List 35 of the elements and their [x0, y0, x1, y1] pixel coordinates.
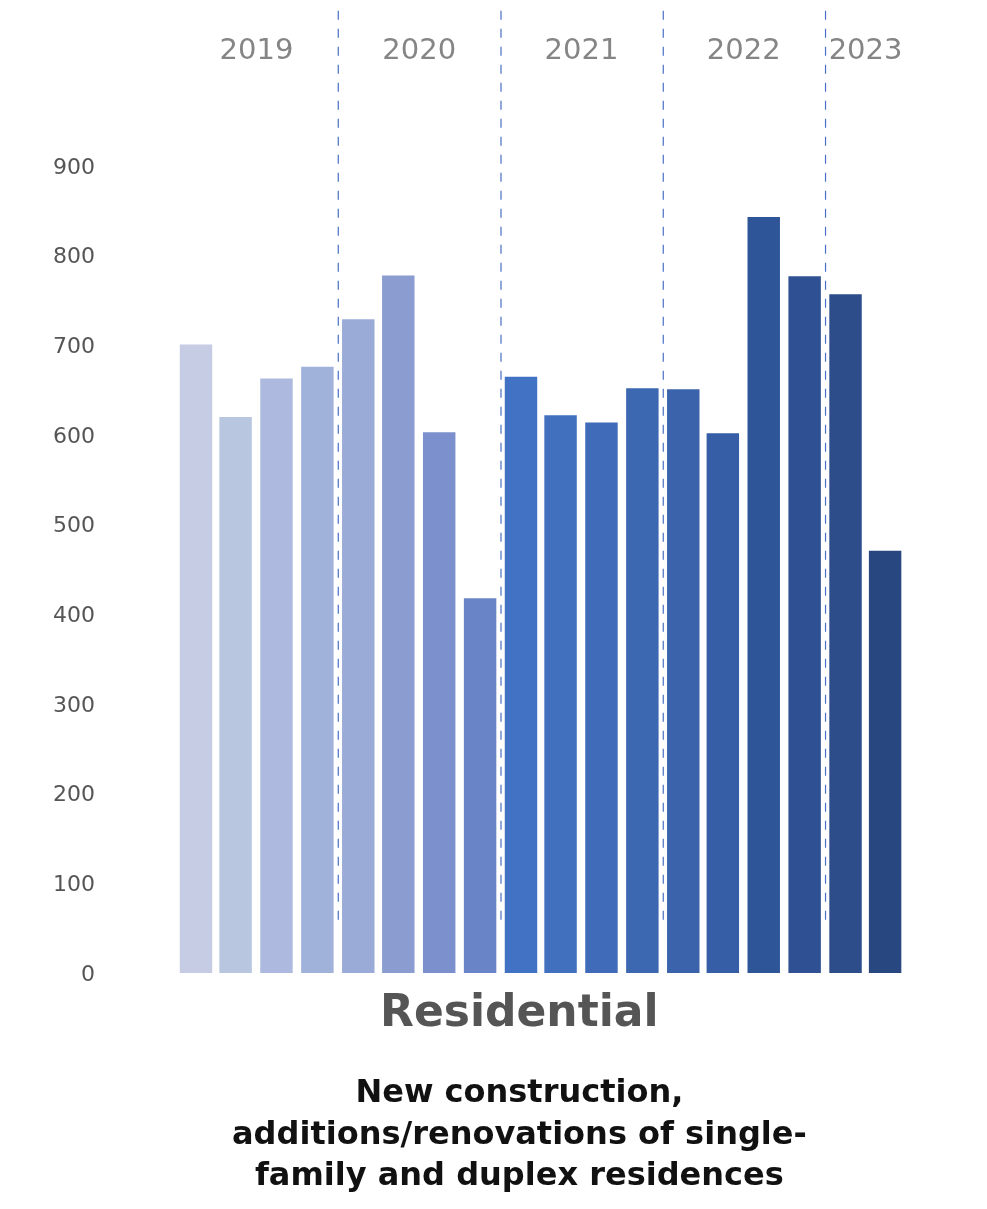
- y-tick-label: 300: [53, 691, 95, 717]
- y-tick-label: 100: [53, 871, 95, 897]
- y-tick-label: 800: [53, 243, 95, 269]
- bar: [219, 417, 252, 973]
- bar: [544, 415, 577, 973]
- x-axis-title: Residential: [380, 985, 659, 1036]
- y-tick-label: 900: [53, 153, 95, 179]
- bar: [463, 598, 497, 973]
- bar: [706, 433, 740, 973]
- bar: [585, 422, 618, 973]
- bar: [788, 276, 821, 973]
- y-tick-label: 600: [53, 422, 95, 448]
- y-tick-label: 200: [53, 781, 95, 807]
- x-tick-label: 2019: [219, 32, 294, 67]
- bar: [626, 388, 659, 973]
- bar: [667, 389, 700, 973]
- x-tick-label: 2023: [828, 32, 903, 67]
- x-tick-label: 2020: [382, 32, 457, 67]
- bar: [868, 550, 902, 973]
- bar: [342, 319, 375, 973]
- bar: [179, 344, 213, 973]
- y-tick-label: 700: [53, 333, 95, 359]
- bar: [504, 376, 538, 973]
- text: New construction, additions/renovations of single- family and duplex residences: [232, 1072, 807, 1194]
- y-tick-label: 0: [81, 960, 95, 986]
- bar: [422, 432, 456, 973]
- x-tick-label: 2022: [706, 32, 781, 67]
- y-tick-label: 400: [53, 602, 95, 628]
- bar: [301, 366, 334, 973]
- x-tick-label: 2021: [544, 32, 619, 67]
- bar: [382, 275, 415, 973]
- bar: [747, 217, 780, 973]
- bar: [829, 294, 862, 973]
- bar: [260, 378, 293, 973]
- y-tick-label: 500: [53, 512, 95, 538]
